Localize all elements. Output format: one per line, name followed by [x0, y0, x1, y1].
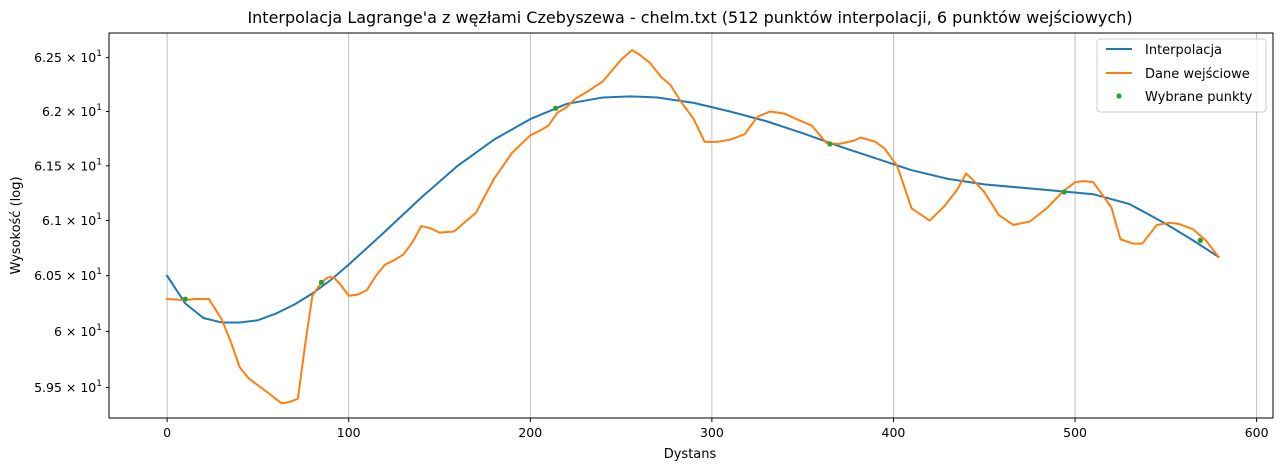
- series-line-dane-wej-ciowe: [166, 49, 1220, 405]
- plot-frame: [108, 32, 1274, 419]
- selected-point: [318, 279, 325, 285]
- x-tick-label: 500: [1063, 425, 1087, 440]
- y-tick-exponent: 1: [96, 157, 102, 167]
- chart-title: Interpolacja Lagrange'a z węzłami Czebys…: [247, 8, 1132, 27]
- legend-label-dane: Dane wejściowe: [1145, 67, 1250, 82]
- y-tick-exponent: 1: [96, 267, 102, 277]
- legend-label-punkty: Wybrane punkty: [1145, 90, 1253, 105]
- x-tick-label: 200: [518, 425, 542, 440]
- y-tick-base: 10: [80, 324, 96, 339]
- y-tick-base: 10: [80, 104, 96, 119]
- legend-box: [1096, 38, 1267, 113]
- y-tick-mantissa: 6.2 ×: [42, 104, 80, 119]
- y-tick-base: 10: [80, 50, 96, 65]
- legend-label-interpolacja: Interpolacja: [1145, 43, 1222, 58]
- x-axis-ticks: 0 100 200 300 400 500 600: [163, 418, 1269, 440]
- y-tick-mantissa: 6 ×: [54, 324, 80, 339]
- selected-point: [182, 296, 188, 302]
- y-tick-label: 6.05 × 101: [34, 267, 102, 283]
- selected-point: [553, 105, 559, 111]
- selected-point: [1061, 189, 1067, 195]
- y-tick-exponent: 1: [96, 323, 102, 333]
- x-tick-label: 0: [163, 425, 171, 440]
- y-tick-base: 10: [80, 268, 96, 283]
- x-tick-label: 400: [882, 425, 906, 440]
- y-tick-mantissa: 6.25 ×: [34, 50, 80, 65]
- y-tick-label: 6.2 × 101: [42, 103, 102, 119]
- x-grid: [166, 33, 1258, 418]
- x-tick-label: 100: [337, 425, 361, 440]
- y-tick-exponent: 1: [96, 379, 102, 389]
- legend: Interpolacja Dane wejściowe Wybrane punk…: [1096, 38, 1267, 113]
- y-tick-mantissa: 6.1 ×: [42, 213, 80, 228]
- y-tick-exponent: 1: [96, 212, 102, 222]
- y-tick-label: 6.25 × 101: [34, 49, 102, 65]
- series-line-interpolacja: [165, 95, 1220, 324]
- legend-swatch-punkty: [1116, 93, 1122, 99]
- y-tick-label: 5.95 × 101: [34, 379, 102, 395]
- x-axis-label: Dystans: [664, 447, 717, 462]
- plot-series: [165, 49, 1220, 405]
- y-tick-mantissa: 5.95 ×: [34, 380, 80, 395]
- x-tick-label: 600: [1245, 425, 1269, 440]
- y-tick-mantissa: 6.05 ×: [34, 268, 80, 283]
- y-tick-base: 10: [80, 158, 96, 173]
- y-axis-label: Wysokość (log): [9, 176, 24, 274]
- selected-point: [827, 141, 833, 147]
- y-tick-label: 6.15 × 101: [34, 157, 102, 173]
- y-tick-exponent: 1: [96, 49, 102, 59]
- y-tick-exponent: 1: [96, 103, 102, 113]
- y-tick-base: 10: [80, 213, 96, 228]
- selected-point: [1197, 237, 1203, 243]
- y-tick-label: 6 × 101: [54, 323, 102, 339]
- y-tick-label: 6.1 × 101: [42, 212, 102, 228]
- y-tick-mantissa: 6.15 ×: [34, 158, 80, 173]
- x-tick-label: 300: [700, 425, 724, 440]
- y-tick-base: 10: [80, 380, 96, 395]
